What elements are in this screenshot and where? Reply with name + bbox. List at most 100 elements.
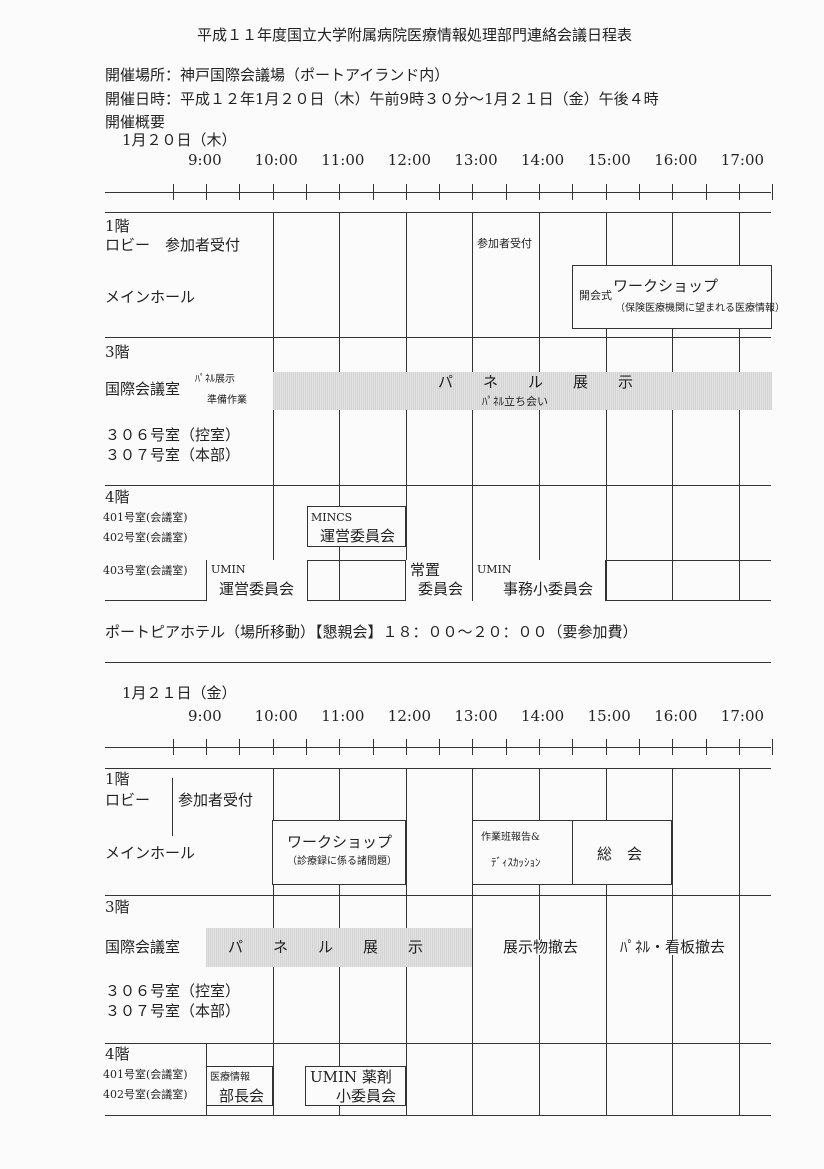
day2-report-box: 作業班報告& ﾃﾞｨｽｶｯｼｮﾝ xyxy=(472,820,573,885)
time-tick xyxy=(472,739,474,755)
directors-meeting: 部長会 xyxy=(219,1087,265,1105)
day1-room306: ３０６号室（控室） xyxy=(105,426,241,444)
day1-umin-office-box: UMIN 事務小委員会 xyxy=(472,560,606,601)
row-divider xyxy=(105,485,771,486)
day2-remove-exhibits: 展示物撤去 xyxy=(503,938,579,956)
lobby-divider xyxy=(172,778,173,836)
time-label: 11:00 xyxy=(321,151,365,169)
day1-standing-box: 常置 委員会 xyxy=(405,560,473,601)
day1-lobby-event: 参加者受付 xyxy=(477,237,532,250)
mincs-label: MINCS xyxy=(311,511,353,524)
time-tick xyxy=(239,739,241,755)
time-tick xyxy=(772,739,774,755)
time-ruler xyxy=(105,192,771,193)
time-tick xyxy=(206,184,207,200)
time-tick xyxy=(472,184,474,200)
day2-floor1: 1階 xyxy=(105,770,130,788)
time-tick xyxy=(638,184,640,200)
time-tick xyxy=(672,739,674,755)
time-label: 11:00 xyxy=(321,707,365,725)
hour-line xyxy=(472,768,474,1115)
day2-main-hall: メインホール xyxy=(105,844,196,862)
row-divider xyxy=(105,895,771,896)
time-label: 12:00 xyxy=(387,151,432,169)
time-label: 14:00 xyxy=(521,707,565,725)
time-tick xyxy=(705,184,707,200)
time-tick xyxy=(239,184,241,200)
day2-room402: 402号室(会議室) xyxy=(103,1088,188,1101)
time-ruler xyxy=(105,747,771,748)
day1-main-hall: メインホール xyxy=(105,288,196,306)
time-tick xyxy=(605,739,607,755)
time-label: 13:00 xyxy=(454,151,498,169)
umin-label: UMIN xyxy=(211,563,246,576)
day1-panel-attend: ﾊﾟﾈﾙ立ち会い xyxy=(482,395,548,408)
time-label: 9:00 xyxy=(188,707,222,725)
day2-general-box: 総 会 xyxy=(572,820,672,885)
time-label: 16:00 xyxy=(654,151,698,169)
directors-label: 医療情報 xyxy=(210,1072,250,1083)
time-tick xyxy=(405,739,407,755)
day1-panel-band xyxy=(273,372,772,410)
day1-workshop-title: ワークショップ xyxy=(613,277,719,295)
report-label: 作業班報告& xyxy=(481,832,540,843)
time-tick xyxy=(439,184,441,200)
day1-room403: 403号室(会議室) xyxy=(103,564,188,577)
day2-lobby-event: 参加者受付 xyxy=(178,791,254,809)
day2-room401: 401号室(会議室) xyxy=(103,1068,188,1081)
time-tick xyxy=(339,739,341,755)
general-meeting: 総 会 xyxy=(597,845,643,863)
row-divider xyxy=(105,768,771,769)
day2-panel-exhibit: パ ネ ル 展 示 xyxy=(228,938,424,956)
standing-committee: 委員会 xyxy=(418,580,464,598)
time-tick xyxy=(672,184,674,200)
time-tick xyxy=(539,739,540,755)
day1-intl-room: 国際会議室 xyxy=(105,380,181,398)
time-tick xyxy=(272,739,274,755)
time-label: 9:00 xyxy=(188,151,222,169)
day2-directors-box: 医療情報 部長会 xyxy=(206,1066,273,1106)
umin-committee: 運営委員会 xyxy=(219,580,295,598)
time-tick xyxy=(738,184,740,200)
time-tick xyxy=(572,184,574,200)
day1-panel-exhibit: パ ネ ル 展 示 xyxy=(438,373,634,391)
umin-office-committee: 事務小委員会 xyxy=(503,580,594,598)
day2-floor3: 3階 xyxy=(105,898,130,916)
day1-room402: 402号室(会議室) xyxy=(103,531,188,544)
day2-room307: ３０７号室（本部） xyxy=(105,1002,241,1020)
time-tick xyxy=(272,184,274,200)
day1-opening: 開会式 xyxy=(579,289,612,302)
time-tick xyxy=(372,184,374,200)
time-tick xyxy=(738,739,740,755)
day2-intl-room: 国際会議室 xyxy=(105,938,181,956)
day2-remove-panels: ﾊﾟﾈﾙ・看板撤去 xyxy=(620,938,726,956)
row-divider xyxy=(105,337,771,338)
time-tick xyxy=(172,184,174,200)
time-tick xyxy=(572,739,574,755)
day1-panel-prep-2: 準備作業 xyxy=(207,395,247,406)
pharm-label: UMIN 薬剤 xyxy=(310,1068,392,1086)
day1-date: 1月２０日（木） xyxy=(122,131,237,149)
day1-floor3: 3階 xyxy=(105,343,130,361)
time-tick xyxy=(339,184,341,200)
day1-umin-box: UMIN 運営委員会 xyxy=(206,560,308,601)
row-divider xyxy=(105,1115,771,1116)
time-label: 14:00 xyxy=(521,151,565,169)
day1-mincs-box: MINCS 運営委員会 xyxy=(307,506,406,547)
day2-room306: ３０６号室（控室） xyxy=(105,982,241,1000)
time-tick xyxy=(172,739,174,755)
day1-floor4: 4階 xyxy=(105,488,130,506)
time-tick xyxy=(638,739,640,755)
time-label: 17:00 xyxy=(720,707,765,725)
row-divider xyxy=(105,212,771,213)
day1-workshop-sub: （保険医療機関に望まれる医療情報） xyxy=(615,303,785,314)
standing-label: 常置 xyxy=(410,561,441,579)
venue: 開催場所：神戸国際会議場（ポートアイランド内） xyxy=(105,66,450,84)
time-label: 15:00 xyxy=(587,707,631,725)
pharm-committee: 小委員会 xyxy=(336,1087,397,1105)
time-label: 15:00 xyxy=(587,151,631,169)
time-tick xyxy=(439,739,441,755)
day1-lobby: ロビー 参加者受付 xyxy=(105,236,241,254)
time-tick xyxy=(539,184,540,200)
datetime: 開催日時：平成１２年1月２０日（木）午前9時３０分～1月２１日（金）午後４時 xyxy=(105,90,659,108)
